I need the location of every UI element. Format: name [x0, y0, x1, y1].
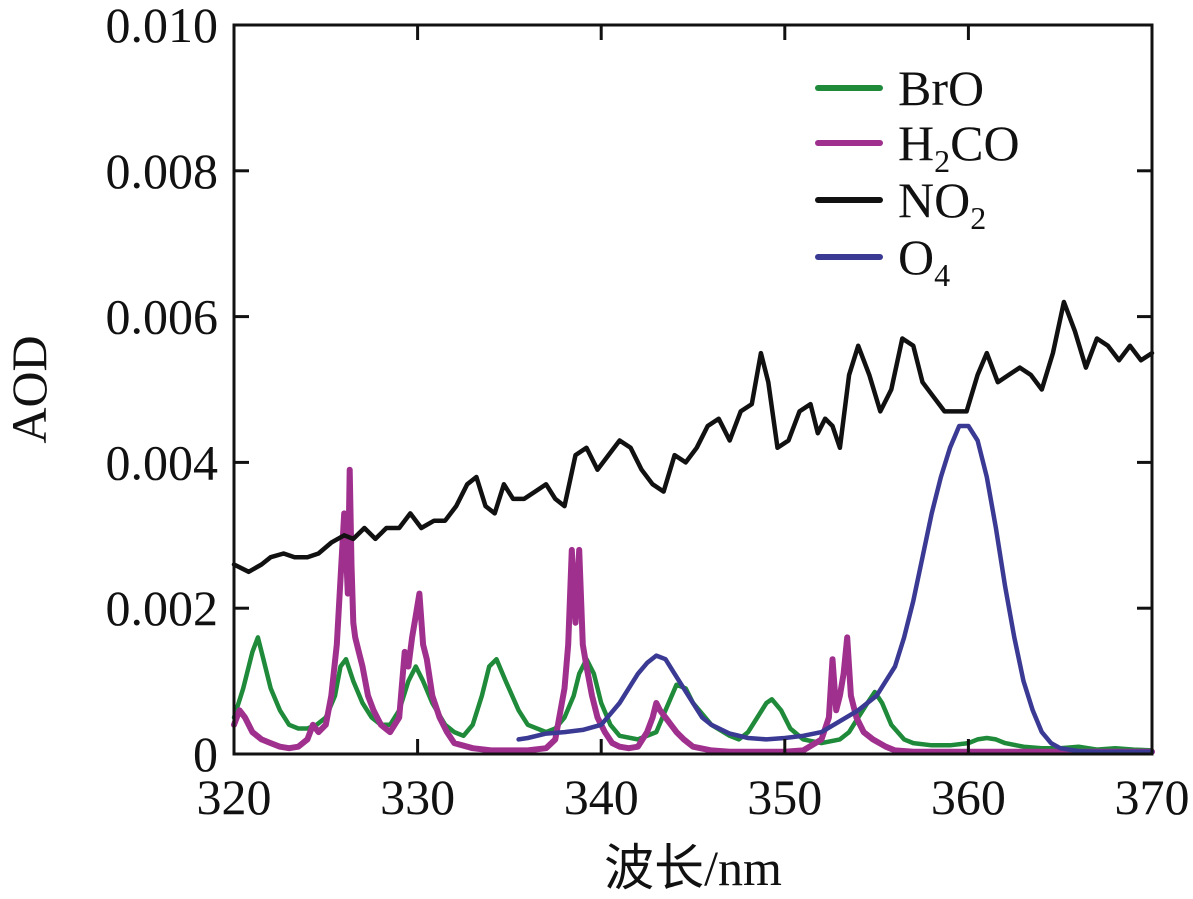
plot-frame: [232, 23, 1154, 756]
x-tick-label-370: 370: [1115, 769, 1190, 825]
x-axis-title: 波长/nm: [604, 840, 782, 896]
y-tick-label-1: 0.002: [106, 580, 219, 636]
legend-label-h2co: H2CO: [898, 115, 1020, 179]
ticks-layer: 320 330 340 350 360 370 0 0.002 0.004 0.006 0.008 0…: [106, 0, 1190, 825]
series-line-bro: [231, 635, 1155, 753]
legend-label-o4: O4: [898, 229, 950, 293]
x-tick-label-350: 350: [747, 769, 822, 825]
x-tick-label-330: 330: [380, 769, 455, 825]
x-tick-label-320: 320: [197, 769, 272, 825]
legend-label-no2: NO2: [898, 172, 986, 236]
series-layer: [231, 299, 1155, 755]
y-axis-title: AOD: [1, 335, 57, 443]
series-line-no2: [231, 299, 1155, 575]
y-tick-label-0: 0: [193, 726, 218, 782]
series-line-o4: [516, 423, 1155, 755]
y-tick-label-5: 0.010: [106, 0, 219, 53]
y-tick-label-4: 0.008: [106, 143, 219, 199]
x-tick-label-340: 340: [564, 769, 639, 825]
y-tick-label-3: 0.006: [106, 289, 219, 345]
x-tick-label-360: 360: [931, 769, 1006, 825]
y-tick-label-2: 0.004: [106, 434, 219, 490]
series-line-h2co: [231, 466, 1155, 755]
legend-label-bro: BrO: [898, 60, 984, 116]
